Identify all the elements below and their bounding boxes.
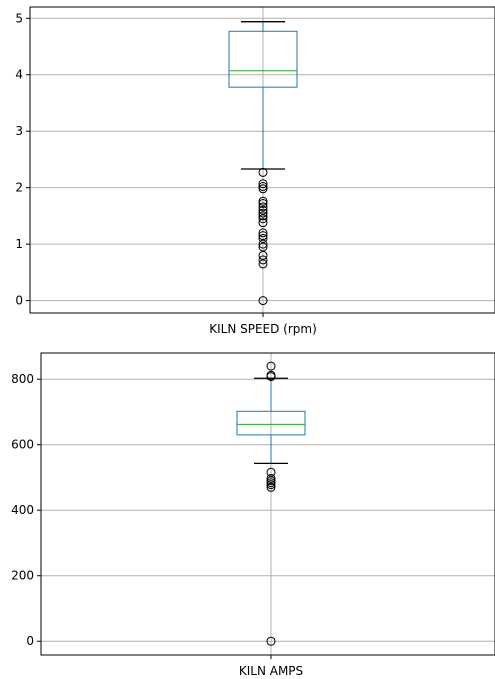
kiln-speed-y-tick-label: 5 — [15, 11, 23, 25]
kiln-speed-y-tick-label: 2 — [15, 181, 23, 195]
kiln-speed-boxplot-panel: 0 1 2 3 4 5 KILN SPEED (rpm) — [15, 6, 495, 336]
kiln-amps-y-tick-label: 600 — [11, 438, 34, 452]
kiln-speed-outlier-point — [258, 208, 268, 218]
kiln-amps-iqr-box — [236, 410, 306, 436]
kiln-speed-outlier-point — [258, 182, 268, 192]
kiln-amps-y-tick-label: 800 — [11, 372, 34, 386]
kiln-speed-outlier-point — [258, 202, 268, 212]
kiln-amps-y-tick-label: 0 — [26, 634, 34, 648]
kiln-speed-y-tick-label: 4 — [15, 68, 23, 82]
kiln-speed-outlier-point — [258, 296, 268, 306]
kiln-amps-outlier-point — [266, 636, 276, 646]
kiln-speed-outlier-point — [258, 214, 268, 224]
kiln-amps-plot-frame — [40, 352, 495, 656]
kiln-speed-outlier-point — [258, 255, 268, 265]
kiln-amps-y-tick-label: 200 — [11, 569, 34, 583]
kiln-speed-x-axis-label: KILN SPEED (rpm) — [209, 322, 317, 336]
kiln-speed-iqr-box — [228, 30, 298, 88]
kiln-speed-outlier-point — [258, 196, 268, 206]
kiln-speed-outlier-point — [258, 259, 268, 269]
kiln-speed-outlier-point — [258, 218, 268, 228]
kiln-amps-outlier-point — [266, 482, 276, 492]
kiln-speed-outlier-point — [258, 228, 268, 238]
kiln-speed-outlier-point — [258, 184, 268, 194]
kiln-speed-y-tick-label: 1 — [15, 237, 23, 251]
kiln-speed-outlier-point — [258, 239, 268, 249]
kiln-amps-outlier-point — [266, 372, 276, 382]
kiln-speed-y-tick-label: 0 — [15, 294, 23, 308]
kiln-speed-y-tick-label: 3 — [15, 124, 23, 138]
kiln-speed-outlier-point — [258, 211, 268, 221]
kiln-amps-outlier-point — [266, 361, 276, 371]
kiln-speed-outlier-point — [258, 167, 268, 177]
kiln-speed-outlier-point — [258, 198, 268, 208]
kiln-speed-outlier-point — [258, 179, 268, 189]
kiln-amps-boxplot-panel: 0 200 400 600 800 KILN AMPS — [11, 352, 495, 678]
kiln-amps-outlier-point — [266, 480, 276, 490]
kiln-amps-x-axis-label: KILN AMPS — [239, 664, 303, 678]
kiln-amps-outlier-point — [266, 467, 276, 477]
kiln-amps-y-tick-label: 400 — [11, 503, 34, 517]
kiln-amps-outlier-point — [266, 473, 276, 483]
